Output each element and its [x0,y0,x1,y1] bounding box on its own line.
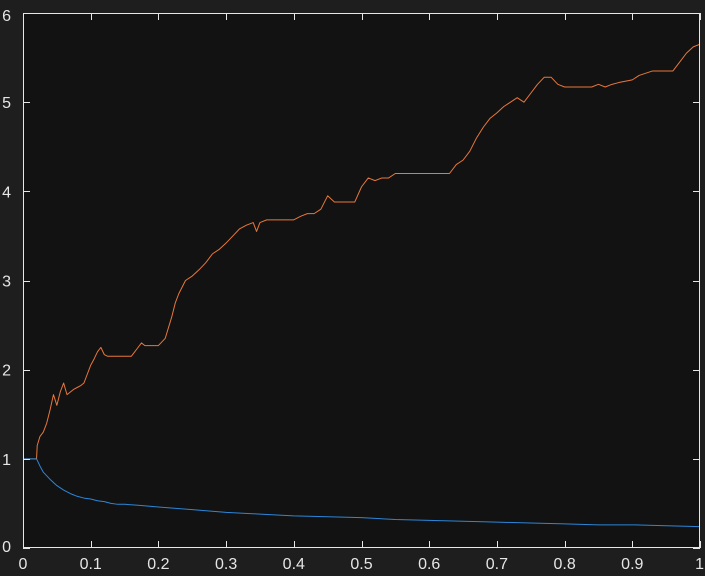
y-tick-label: 1 [2,452,11,469]
axes: 0 0.1 0.2 0.3 0.4 0.5 0.6 0.7 0.8 0.9 1 0 1 2 3 4 5 6 [2,8,704,573]
x-tick-label: 0.5 [350,556,372,573]
series-line-1 [23,43,701,460]
y-tick-label: 5 [2,95,11,112]
x-tick-label: 0.2 [147,556,169,573]
plot-area [23,13,700,548]
x-tick-label: 0.4 [283,556,305,573]
axes-frame [23,13,700,548]
x-tick-label: 0.7 [486,556,508,573]
series-layer [23,43,701,528]
y-tick-label: 3 [2,274,11,291]
x-tick-label: 1 [695,556,704,573]
y-tick-label: 4 [2,184,11,201]
x-tick-label: 0.3 [215,556,237,573]
y-tick-label: 6 [2,8,11,25]
series-line-2 [23,458,701,528]
x-tick-label: 0.8 [553,556,575,573]
x-tick-label: 0 [19,556,28,573]
y-tick-label: 0 [2,539,11,556]
x-tick-label: 0.9 [621,556,643,573]
x-tick-label: 0.1 [80,556,102,573]
y-tick-label: 2 [2,363,11,380]
x-tick-label: 0.6 [418,556,440,573]
